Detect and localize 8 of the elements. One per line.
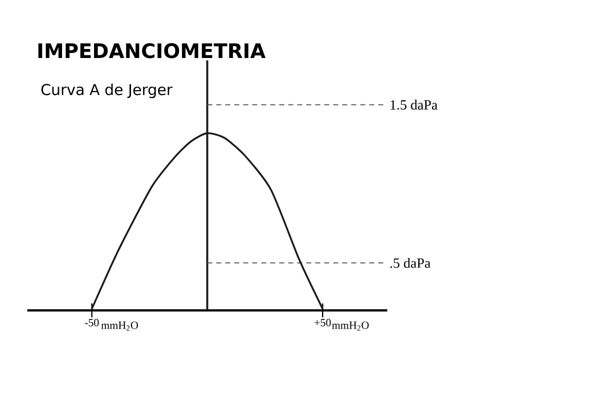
x-tick-label: +50: [314, 318, 331, 326]
text: mmH$_{2}$O: [101, 322, 138, 331]
text: mmH$_{2}$O: [332, 322, 369, 331]
text: Curva A de Jerger: [41, 84, 173, 98]
ref-line-label: .5 daPa: [390, 258, 430, 268]
x-tick-label: -50: [84, 318, 99, 326]
chart-title: IMPEDANCIOMETRIA: [38, 43, 266, 58]
ref-line-label: 1.5 daPa: [390, 100, 438, 110]
